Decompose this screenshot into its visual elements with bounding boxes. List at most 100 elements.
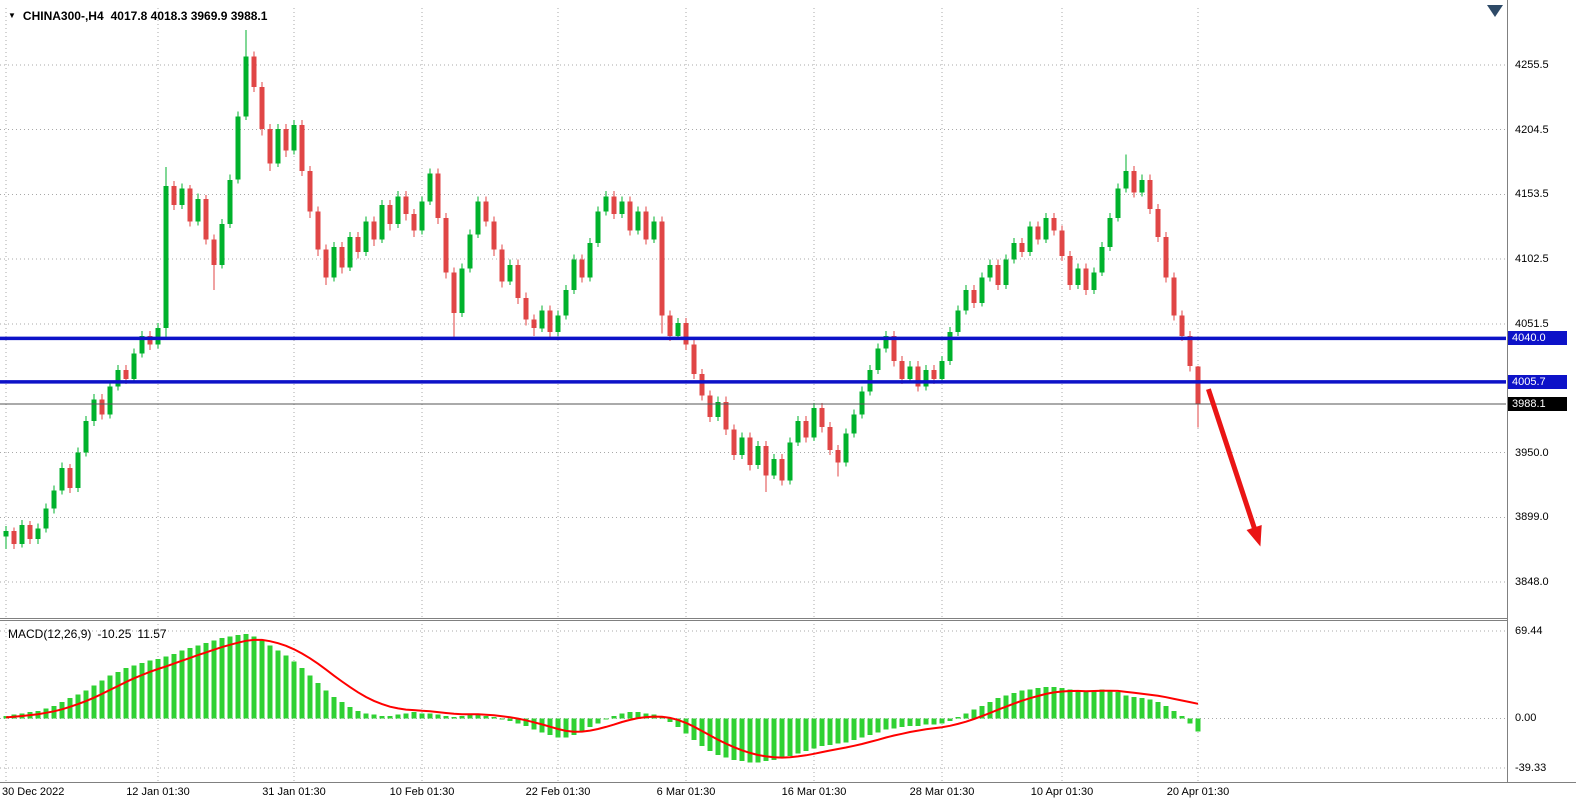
macd-histogram-bar [355, 710, 361, 719]
candle-body [211, 239, 217, 265]
candle-body [59, 467, 65, 491]
candle-body [787, 442, 793, 481]
candle-body [251, 56, 257, 88]
macd-histogram-bar [555, 718, 561, 738]
macd-name: MACD(12,26,9) [8, 627, 92, 641]
time-scale[interactable]: 30 Dec 2022 12 Jan 01:30 31 Jan 01:30 10 Fe… [0, 786, 1576, 804]
macd-histogram-bar [923, 718, 929, 725]
macd-histogram-bar [1019, 690, 1025, 719]
macd-histogram-bar [587, 718, 593, 728]
candle-body [1139, 179, 1145, 193]
macd-histogram-bar [379, 715, 385, 719]
candle-body [555, 315, 561, 332]
candle-body [1099, 247, 1105, 273]
macd-histogram-bar [571, 718, 577, 735]
time-axis-label: 28 Mar 01:30 [909, 786, 975, 798]
candle-body [547, 310, 553, 333]
candle-body [475, 201, 481, 235]
candle-body [331, 247, 337, 278]
candle-body [683, 323, 689, 345]
price-scale[interactable]: 4255.5 4204.5 4153.5 4102.5 4051.5 3950.0 3899… [1508, 0, 1576, 811]
macd-histogram-bar [779, 718, 785, 759]
macd-histogram-bar [947, 718, 953, 721]
macd-histogram-bar [755, 718, 761, 763]
macd-histogram-bar [1115, 691, 1121, 719]
macd-histogram-bar [579, 718, 585, 731]
candle-body [219, 224, 225, 265]
macd-histogram-bar [395, 714, 401, 719]
candle-body [1027, 226, 1033, 253]
candle-body [403, 196, 409, 215]
macd-histogram-bar [347, 707, 353, 719]
macd-histogram-bar [1075, 690, 1081, 719]
macd-histogram-bar [691, 718, 697, 740]
macd-histogram-bar [507, 718, 513, 721]
candle-body [411, 214, 417, 231]
candle-body [771, 458, 777, 476]
candle-body [507, 264, 513, 282]
macd-histogram-bar [1187, 718, 1193, 724]
candle-body [627, 201, 633, 231]
macd-histogram-bar [859, 718, 865, 738]
candle-body [1187, 335, 1193, 367]
macd-histogram-bar [939, 718, 945, 724]
macd-histogram-bar [1107, 690, 1113, 719]
candle-body [347, 236, 353, 268]
candle-body [283, 129, 289, 151]
time-axis-label: 31 Jan 01:30 [262, 786, 326, 798]
candle-body [915, 366, 921, 387]
chart-shift-marker-icon[interactable] [1487, 5, 1503, 17]
macd-histogram-bar [803, 718, 809, 752]
candle-body [355, 236, 361, 253]
candle-body [83, 420, 89, 453]
candle-body [499, 249, 505, 282]
candle-body [483, 201, 489, 222]
macd-current-value: -10.25 [97, 627, 132, 641]
candle-body [531, 319, 537, 329]
macd-histogram-bar [411, 712, 417, 719]
candle-body [923, 370, 929, 387]
candle-body [235, 116, 241, 180]
macd-histogram-bar [875, 718, 881, 733]
candle-body [571, 259, 577, 291]
candle-body [691, 344, 697, 374]
candle-body [203, 198, 209, 240]
macd-histogram-bar [83, 690, 89, 719]
macd-histogram-bar [123, 668, 129, 719]
macd-histogram-bar [835, 718, 841, 744]
macd-histogram-bar [1155, 702, 1161, 719]
candle-body [195, 198, 201, 222]
macd-histogram-bar [723, 718, 729, 758]
macd-histogram-bar [1091, 690, 1097, 719]
candle-body [1051, 217, 1057, 231]
candle-body [883, 335, 889, 349]
macd-histogram-bar [1171, 710, 1177, 719]
trend-arrow-head[interactable] [1246, 524, 1262, 547]
candle-body [27, 524, 33, 539]
candle-body [779, 458, 785, 481]
candle-body [1179, 315, 1185, 336]
time-axis-label: 30 Dec 2022 [2, 786, 65, 798]
macd-histogram-bar [1083, 691, 1089, 719]
candle-body [1003, 259, 1009, 286]
macd-histogram-bar [203, 642, 209, 719]
macd-histogram-bar [67, 698, 73, 719]
candle-body [715, 401, 721, 417]
macd-histogram-bar [563, 718, 569, 738]
candle-body [1107, 217, 1113, 247]
candle-body [139, 335, 145, 354]
candle-body [379, 205, 385, 240]
macd-histogram-bar [915, 718, 921, 726]
candle-body [851, 414, 857, 434]
trend-arrow-shaft[interactable] [1206, 388, 1259, 534]
price-tick-label: 4153.5 [1515, 188, 1549, 200]
macd-histogram-bar [387, 715, 393, 719]
macd-histogram-bar [251, 636, 257, 719]
macd-histogram-bar [611, 715, 617, 719]
macd-histogram-bar [787, 718, 793, 757]
candle-body [987, 264, 993, 278]
macd-histogram-bar [451, 717, 457, 719]
candle-body [467, 234, 473, 269]
macd-histogram-bar [843, 718, 849, 743]
